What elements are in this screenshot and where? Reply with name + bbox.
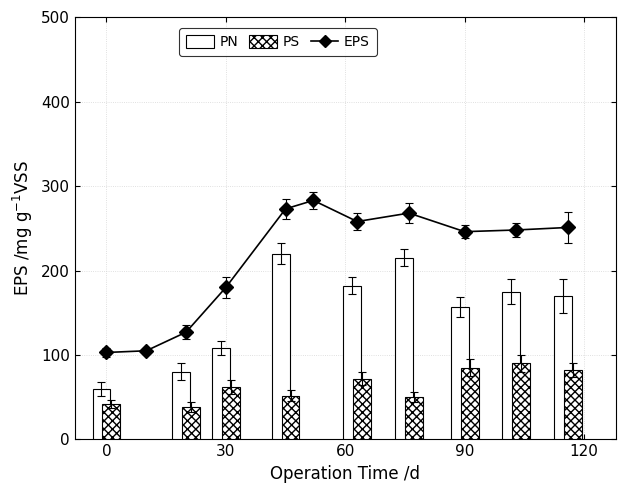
Bar [212,348,230,440]
Bar [395,258,413,440]
Bar [512,364,530,440]
Bar [461,368,478,440]
Bar [451,307,468,440]
Bar [172,372,190,440]
Bar [271,253,290,440]
Bar [564,370,582,440]
Bar [405,397,423,440]
Bar [343,286,361,440]
Bar [554,296,572,440]
Bar [502,291,520,440]
Bar [182,408,200,440]
Bar [93,389,110,440]
Bar [282,396,300,440]
Bar [102,404,120,440]
X-axis label: Operation Time /d: Operation Time /d [270,465,420,483]
Y-axis label: EPS /mg g$^{-1}$VSS: EPS /mg g$^{-1}$VSS [11,161,35,296]
Bar [222,387,240,440]
Legend: PN, PS, EPS: PN, PS, EPS [179,28,377,56]
Bar [353,379,371,440]
